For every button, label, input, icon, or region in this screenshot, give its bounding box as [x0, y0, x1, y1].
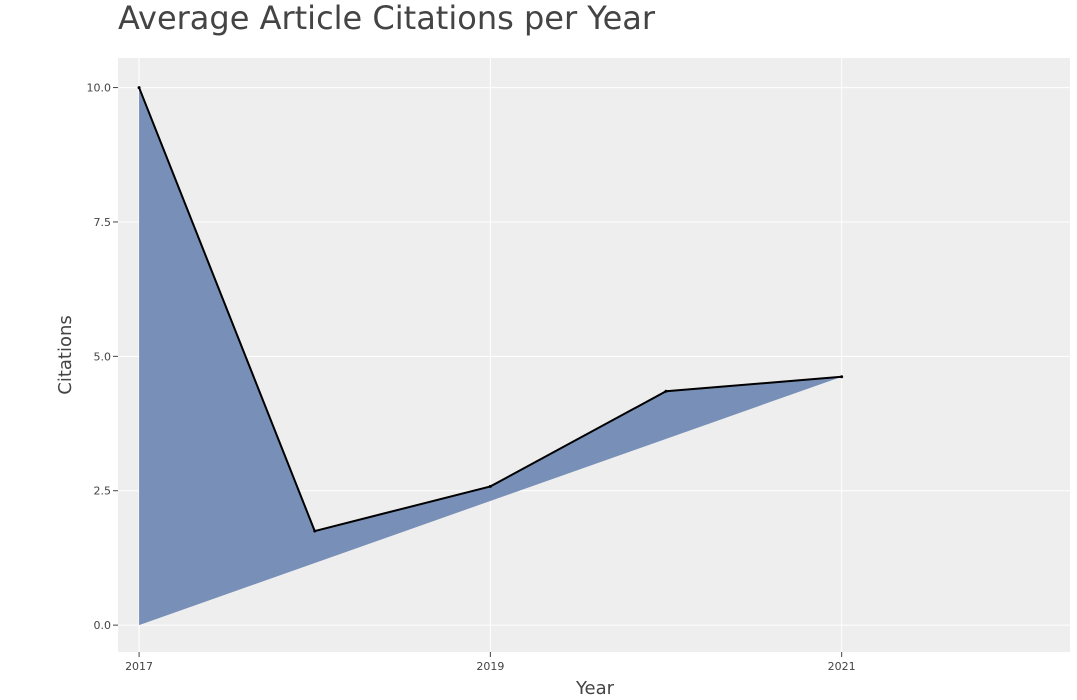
y-tick-label: 2.5 — [94, 485, 112, 498]
data-point — [664, 389, 668, 393]
y-axis-title: Citations — [55, 315, 76, 395]
x-axis: 2017 2019 2021 — [125, 652, 856, 673]
y-tick-label: 5.0 — [94, 350, 112, 363]
x-tick-label: 2021 — [828, 660, 856, 673]
y-tick-label: 7.5 — [94, 216, 112, 229]
data-points — [137, 86, 844, 533]
x-tick-label: 2019 — [476, 660, 504, 673]
y-axis: 0.0 2.5 5.0 7.5 10.0 — [87, 82, 118, 632]
x-axis-title: Year — [575, 678, 615, 699]
chart-title: Average Article Citations per Year — [118, 0, 656, 37]
data-point — [488, 484, 492, 488]
x-tick-label: 2017 — [125, 660, 153, 673]
area-fill — [139, 87, 842, 626]
data-point — [840, 375, 844, 379]
data-point — [313, 529, 317, 533]
y-tick-label: 10.0 — [87, 82, 112, 95]
data-point — [137, 86, 141, 90]
y-tick-label: 0.0 — [94, 619, 112, 632]
